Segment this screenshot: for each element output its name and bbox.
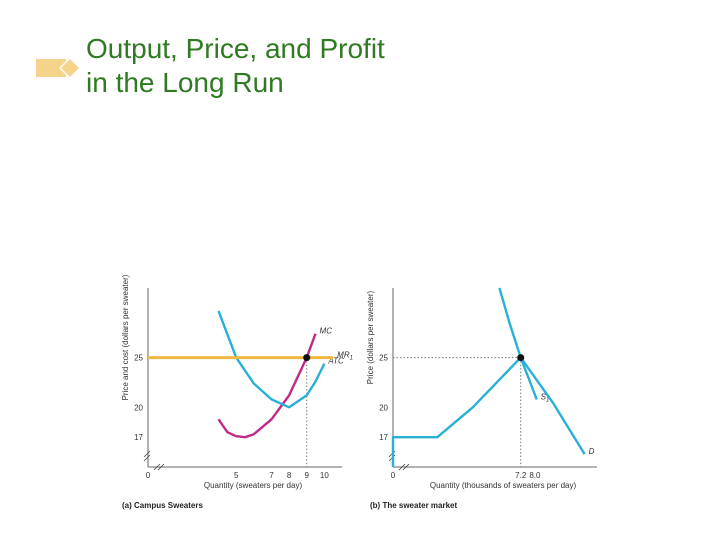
series-label-mc: MC	[320, 327, 333, 336]
y-axis-label: Price (dollars per sweater)	[366, 290, 375, 384]
x-tick-label: 7	[269, 471, 274, 480]
series-line-mc	[217, 333, 317, 439]
series-label-d: D	[589, 447, 595, 456]
x-tick-label: 10	[320, 471, 329, 480]
x-tick-label: 7.2	[515, 471, 527, 480]
panel-caption: (b) The sweater market	[370, 501, 457, 510]
y-axis-label: Price and cost (dollars per sweater)	[121, 274, 130, 400]
x-tick-label: 5	[234, 471, 239, 480]
equilibrium-point	[517, 354, 525, 362]
y-tick-label: 17	[134, 433, 143, 442]
x-tick-label: 8.0	[529, 471, 541, 480]
slide-title: Output, Price, and Profit in the Long Ru…	[86, 32, 385, 100]
y-tick-label: 20	[379, 403, 388, 412]
series-line-s1	[498, 287, 538, 400]
series-label-mr1: MR1	[337, 351, 353, 362]
x-axis-label: Quantity (sweaters per day)	[204, 481, 303, 490]
series-line-atc	[217, 310, 326, 409]
panel-caption: (a) Campus Sweaters	[122, 501, 203, 510]
x-tick-label: 8	[287, 471, 292, 480]
x-tick-label: 0	[391, 471, 396, 480]
series-label-atc: ATC	[327, 357, 344, 366]
equilibrium-point	[303, 354, 311, 362]
y-axis-break-mark	[143, 450, 151, 462]
y-tick-label: 20	[134, 403, 143, 412]
title-line-2: in the Long Run	[86, 67, 284, 98]
series-label-s1: S1	[541, 392, 550, 403]
bullet-arrow-icon	[36, 56, 82, 80]
x-axis-break-mark	[398, 463, 410, 471]
x-tick-label: 0	[146, 471, 151, 480]
x-axis-break-mark	[153, 463, 165, 471]
series-line-d	[391, 356, 586, 467]
y-tick-label: 17	[379, 433, 388, 442]
y-tick-label: 25	[379, 354, 388, 363]
x-tick-label: 9	[305, 471, 310, 480]
x-axis-label: Quantity (thousands of sweaters per day)	[430, 481, 577, 490]
title-line-1: Output, Price, and Profit	[86, 33, 385, 64]
y-tick-label: 25	[134, 354, 143, 363]
